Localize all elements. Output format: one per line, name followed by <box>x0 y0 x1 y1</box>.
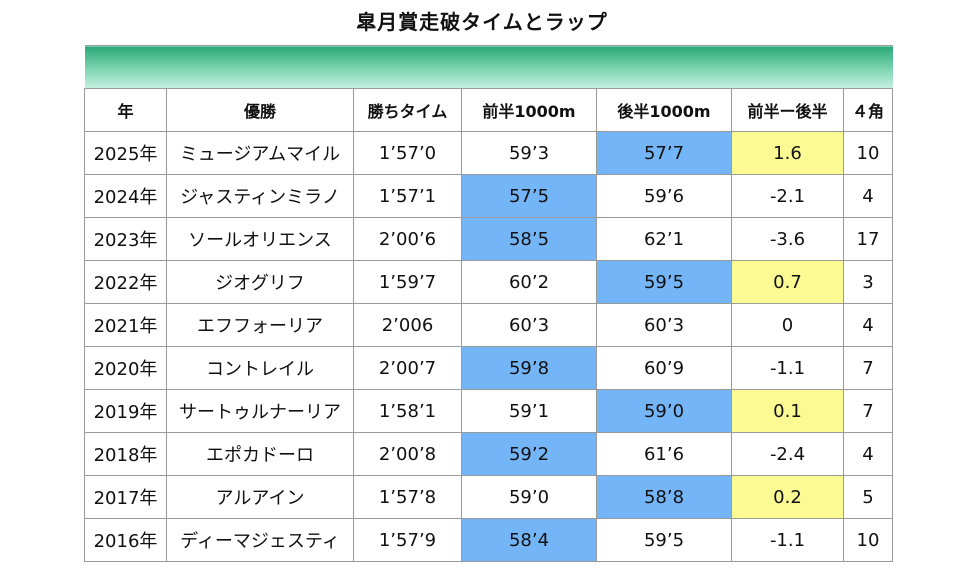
corner-cell: 10 <box>843 518 893 562</box>
year-cell: 2018年 <box>84 432 167 476</box>
first-half-cell: 59’1 <box>461 389 597 433</box>
year-cell: 2023年 <box>84 217 167 261</box>
first-half-cell: 57’5 <box>461 174 597 218</box>
col-header-year: 年 <box>84 88 167 132</box>
first-half-cell: 58’4 <box>461 518 597 562</box>
time-cell: 1’57’9 <box>353 518 462 562</box>
year-cell: 2020年 <box>84 346 167 390</box>
table-row: 2016年 ディーマジェスティ 1’57’9 58’4 59’5 -1.1 10 <box>84 518 893 562</box>
year-cell: 2025年 <box>84 131 167 175</box>
winner-cell: コントレイル <box>166 346 354 390</box>
table-row: 2023年 ソールオリエンス 2’00’6 58’5 62’1 -3.6 17 <box>84 217 893 261</box>
time-cell: 2’00’7 <box>353 346 462 390</box>
second-half-cell: 59’5 <box>596 260 732 304</box>
first-half-cell: 58’5 <box>461 217 597 261</box>
winner-cell: アルアイン <box>166 475 354 519</box>
corner-cell: 10 <box>843 131 893 175</box>
year-cell: 2017年 <box>84 475 167 519</box>
corner-cell: 4 <box>843 432 893 476</box>
column-header-row: 年 優勝 勝ちタイム 前半1000m 後半1000m 前半ー後半 ４角 <box>84 88 893 132</box>
table-row: 2025年 ミュージアムマイル 1’57’0 59’3 57’7 1.6 10 <box>84 131 893 175</box>
diff-cell: -2.1 <box>731 174 844 218</box>
first-half-cell: 59’3 <box>461 131 597 175</box>
winner-cell: エポカドーロ <box>166 432 354 476</box>
page-title: 皐月賞走破タイムとラップ <box>356 10 608 34</box>
table-row: 2019年 サートゥルナーリア 1’58’1 59’1 59’0 0.1 7 <box>84 389 893 433</box>
table-row: 2021年 エフフォーリア 2’006 60’3 60’3 0 4 <box>84 303 893 347</box>
table-row: 2024年 ジャスティンミラノ 1’57’1 57’5 59’6 -2.1 4 <box>84 174 893 218</box>
corner-cell: 5 <box>843 475 893 519</box>
time-cell: 2’00’6 <box>353 217 462 261</box>
race-table: 年 優勝 勝ちタイム 前半1000m 後半1000m 前半ー後半 ４角 2025… <box>84 45 893 562</box>
second-half-cell: 59’5 <box>596 518 732 562</box>
col-header-winner: 優勝 <box>166 88 354 132</box>
corner-cell: 3 <box>843 260 893 304</box>
time-cell: 1’59’7 <box>353 260 462 304</box>
table-row: 2022年 ジオグリフ 1’59’7 60’2 59’5 0.7 3 <box>84 260 893 304</box>
col-header-second-half: 後半1000m <box>596 88 732 132</box>
table-body: 2025年 ミュージアムマイル 1’57’0 59’3 57’7 1.6 10 2024年 ジャ… <box>84 131 893 562</box>
diff-cell: 0.7 <box>731 260 844 304</box>
year-cell: 2022年 <box>84 260 167 304</box>
first-half-cell: 60’2 <box>461 260 597 304</box>
time-cell: 1’58’1 <box>353 389 462 433</box>
corner-cell: 4 <box>843 174 893 218</box>
first-half-cell: 59’2 <box>461 432 597 476</box>
diff-cell: 0 <box>731 303 844 347</box>
year-cell: 2019年 <box>84 389 167 433</box>
corner-cell: 17 <box>843 217 893 261</box>
second-half-cell: 59’6 <box>596 174 732 218</box>
winner-cell: エフフォーリア <box>166 303 354 347</box>
year-cell: 2016年 <box>84 518 167 562</box>
second-half-cell: 62’1 <box>596 217 732 261</box>
diff-cell: 0.2 <box>731 475 844 519</box>
second-half-cell: 61’6 <box>596 432 732 476</box>
second-half-cell: 59’0 <box>596 389 732 433</box>
diff-cell: -2.4 <box>731 432 844 476</box>
table-row: 2018年 エポカドーロ 2’00’8 59’2 61’6 -2.4 4 <box>84 432 893 476</box>
first-half-cell: 59’8 <box>461 346 597 390</box>
diff-cell: 1.6 <box>731 131 844 175</box>
winner-cell: ソールオリエンス <box>166 217 354 261</box>
diff-cell: -1.1 <box>731 346 844 390</box>
winner-cell: サートゥルナーリア <box>166 389 354 433</box>
diff-cell: 0.1 <box>731 389 844 433</box>
year-cell: 2021年 <box>84 303 167 347</box>
header-band <box>84 45 893 89</box>
time-cell: 1’57’1 <box>353 174 462 218</box>
time-cell: 1’57’8 <box>353 475 462 519</box>
corner-cell: 7 <box>843 389 893 433</box>
time-cell: 1’57’0 <box>353 131 462 175</box>
second-half-cell: 57’7 <box>596 131 732 175</box>
winner-cell: ジャスティンミラノ <box>166 174 354 218</box>
year-cell: 2024年 <box>84 174 167 218</box>
col-header-time: 勝ちタイム <box>353 88 462 132</box>
corner-cell: 7 <box>843 346 893 390</box>
first-half-cell: 60’3 <box>461 303 597 347</box>
second-half-cell: 60’9 <box>596 346 732 390</box>
col-header-diff: 前半ー後半 <box>731 88 844 132</box>
diff-cell: -3.6 <box>731 217 844 261</box>
diff-cell: -1.1 <box>731 518 844 562</box>
col-header-first-half: 前半1000m <box>461 88 597 132</box>
corner-cell: 4 <box>843 303 893 347</box>
time-cell: 2’006 <box>353 303 462 347</box>
col-header-corner: ４角 <box>843 88 893 132</box>
second-half-cell: 60’3 <box>596 303 732 347</box>
time-cell: 2’00’8 <box>353 432 462 476</box>
winner-cell: ディーマジェスティ <box>166 518 354 562</box>
first-half-cell: 59’0 <box>461 475 597 519</box>
winner-cell: ミュージアムマイル <box>166 131 354 175</box>
second-half-cell: 58’8 <box>596 475 732 519</box>
winner-cell: ジオグリフ <box>166 260 354 304</box>
table-row: 2020年 コントレイル 2’00’7 59’8 60’9 -1.1 7 <box>84 346 893 390</box>
table-row: 2017年 アルアイン 1’57’8 59’0 58’8 0.2 5 <box>84 475 893 519</box>
